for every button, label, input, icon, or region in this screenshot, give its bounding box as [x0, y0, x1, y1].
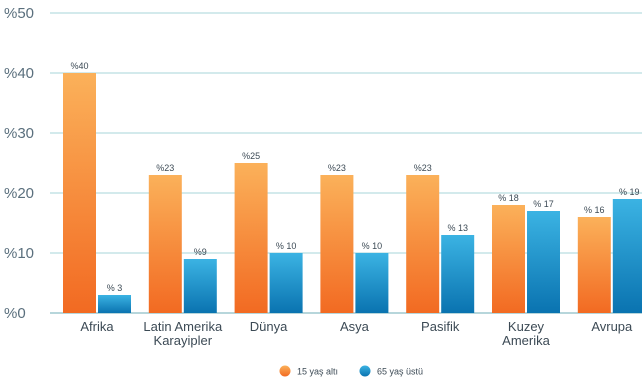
y-tick-label: %10 — [4, 245, 34, 262]
x-tick-label: Kuzey Amerika — [502, 319, 550, 348]
bar-under-15 — [406, 175, 440, 313]
y-tick-label: %50 — [4, 5, 34, 22]
bar-over-65 — [527, 211, 560, 313]
x-tick-label: Afrika — [80, 319, 114, 334]
legend-label: 65 yaş üstü — [377, 367, 423, 377]
x-tick-label: Dünya — [250, 319, 288, 334]
x-tick-label: Asya — [340, 319, 370, 334]
y-tick-label: %40 — [4, 65, 34, 82]
data-label: %23 — [414, 163, 432, 173]
data-label: %23 — [328, 163, 346, 173]
data-label: %40 — [70, 61, 88, 71]
data-label: % 3 — [107, 283, 123, 293]
data-label: %9 — [194, 247, 207, 257]
data-label: % 13 — [447, 223, 468, 233]
x-tick-label: Avrupa — [591, 319, 633, 334]
bar-under-15 — [63, 73, 96, 313]
data-label: % 10 — [276, 241, 297, 251]
legend-swatch — [359, 365, 371, 377]
data-label: % 10 — [362, 241, 383, 251]
legend-swatch — [279, 365, 291, 377]
bar-over-65 — [269, 253, 303, 313]
data-label: % 17 — [533, 199, 554, 209]
data-label: % 19 — [619, 187, 640, 197]
data-label: % 16 — [584, 205, 605, 215]
bar-under-15 — [234, 163, 268, 313]
legend-label: 15 yaş altı — [297, 367, 338, 377]
data-label: %23 — [156, 163, 174, 173]
bar-under-15 — [148, 175, 182, 313]
x-tick-label: Latin Amerika Karayipler — [143, 319, 223, 348]
bar-under-15 — [320, 175, 354, 313]
y-tick-label: %30 — [4, 125, 34, 142]
x-tick-label: Pasifik — [421, 319, 460, 334]
bar-over-65 — [612, 199, 642, 313]
bar-over-65 — [441, 235, 475, 313]
bar-under-15 — [577, 217, 611, 313]
y-tick-label: %20 — [4, 185, 34, 202]
y-tick-label: %0 — [4, 305, 26, 322]
bar-under-15 — [492, 205, 525, 313]
bar-over-65 — [355, 253, 389, 313]
bar-over-65 — [98, 295, 131, 313]
bar-over-65 — [183, 259, 217, 313]
data-label: %25 — [242, 151, 260, 161]
data-label: % 18 — [498, 193, 519, 203]
